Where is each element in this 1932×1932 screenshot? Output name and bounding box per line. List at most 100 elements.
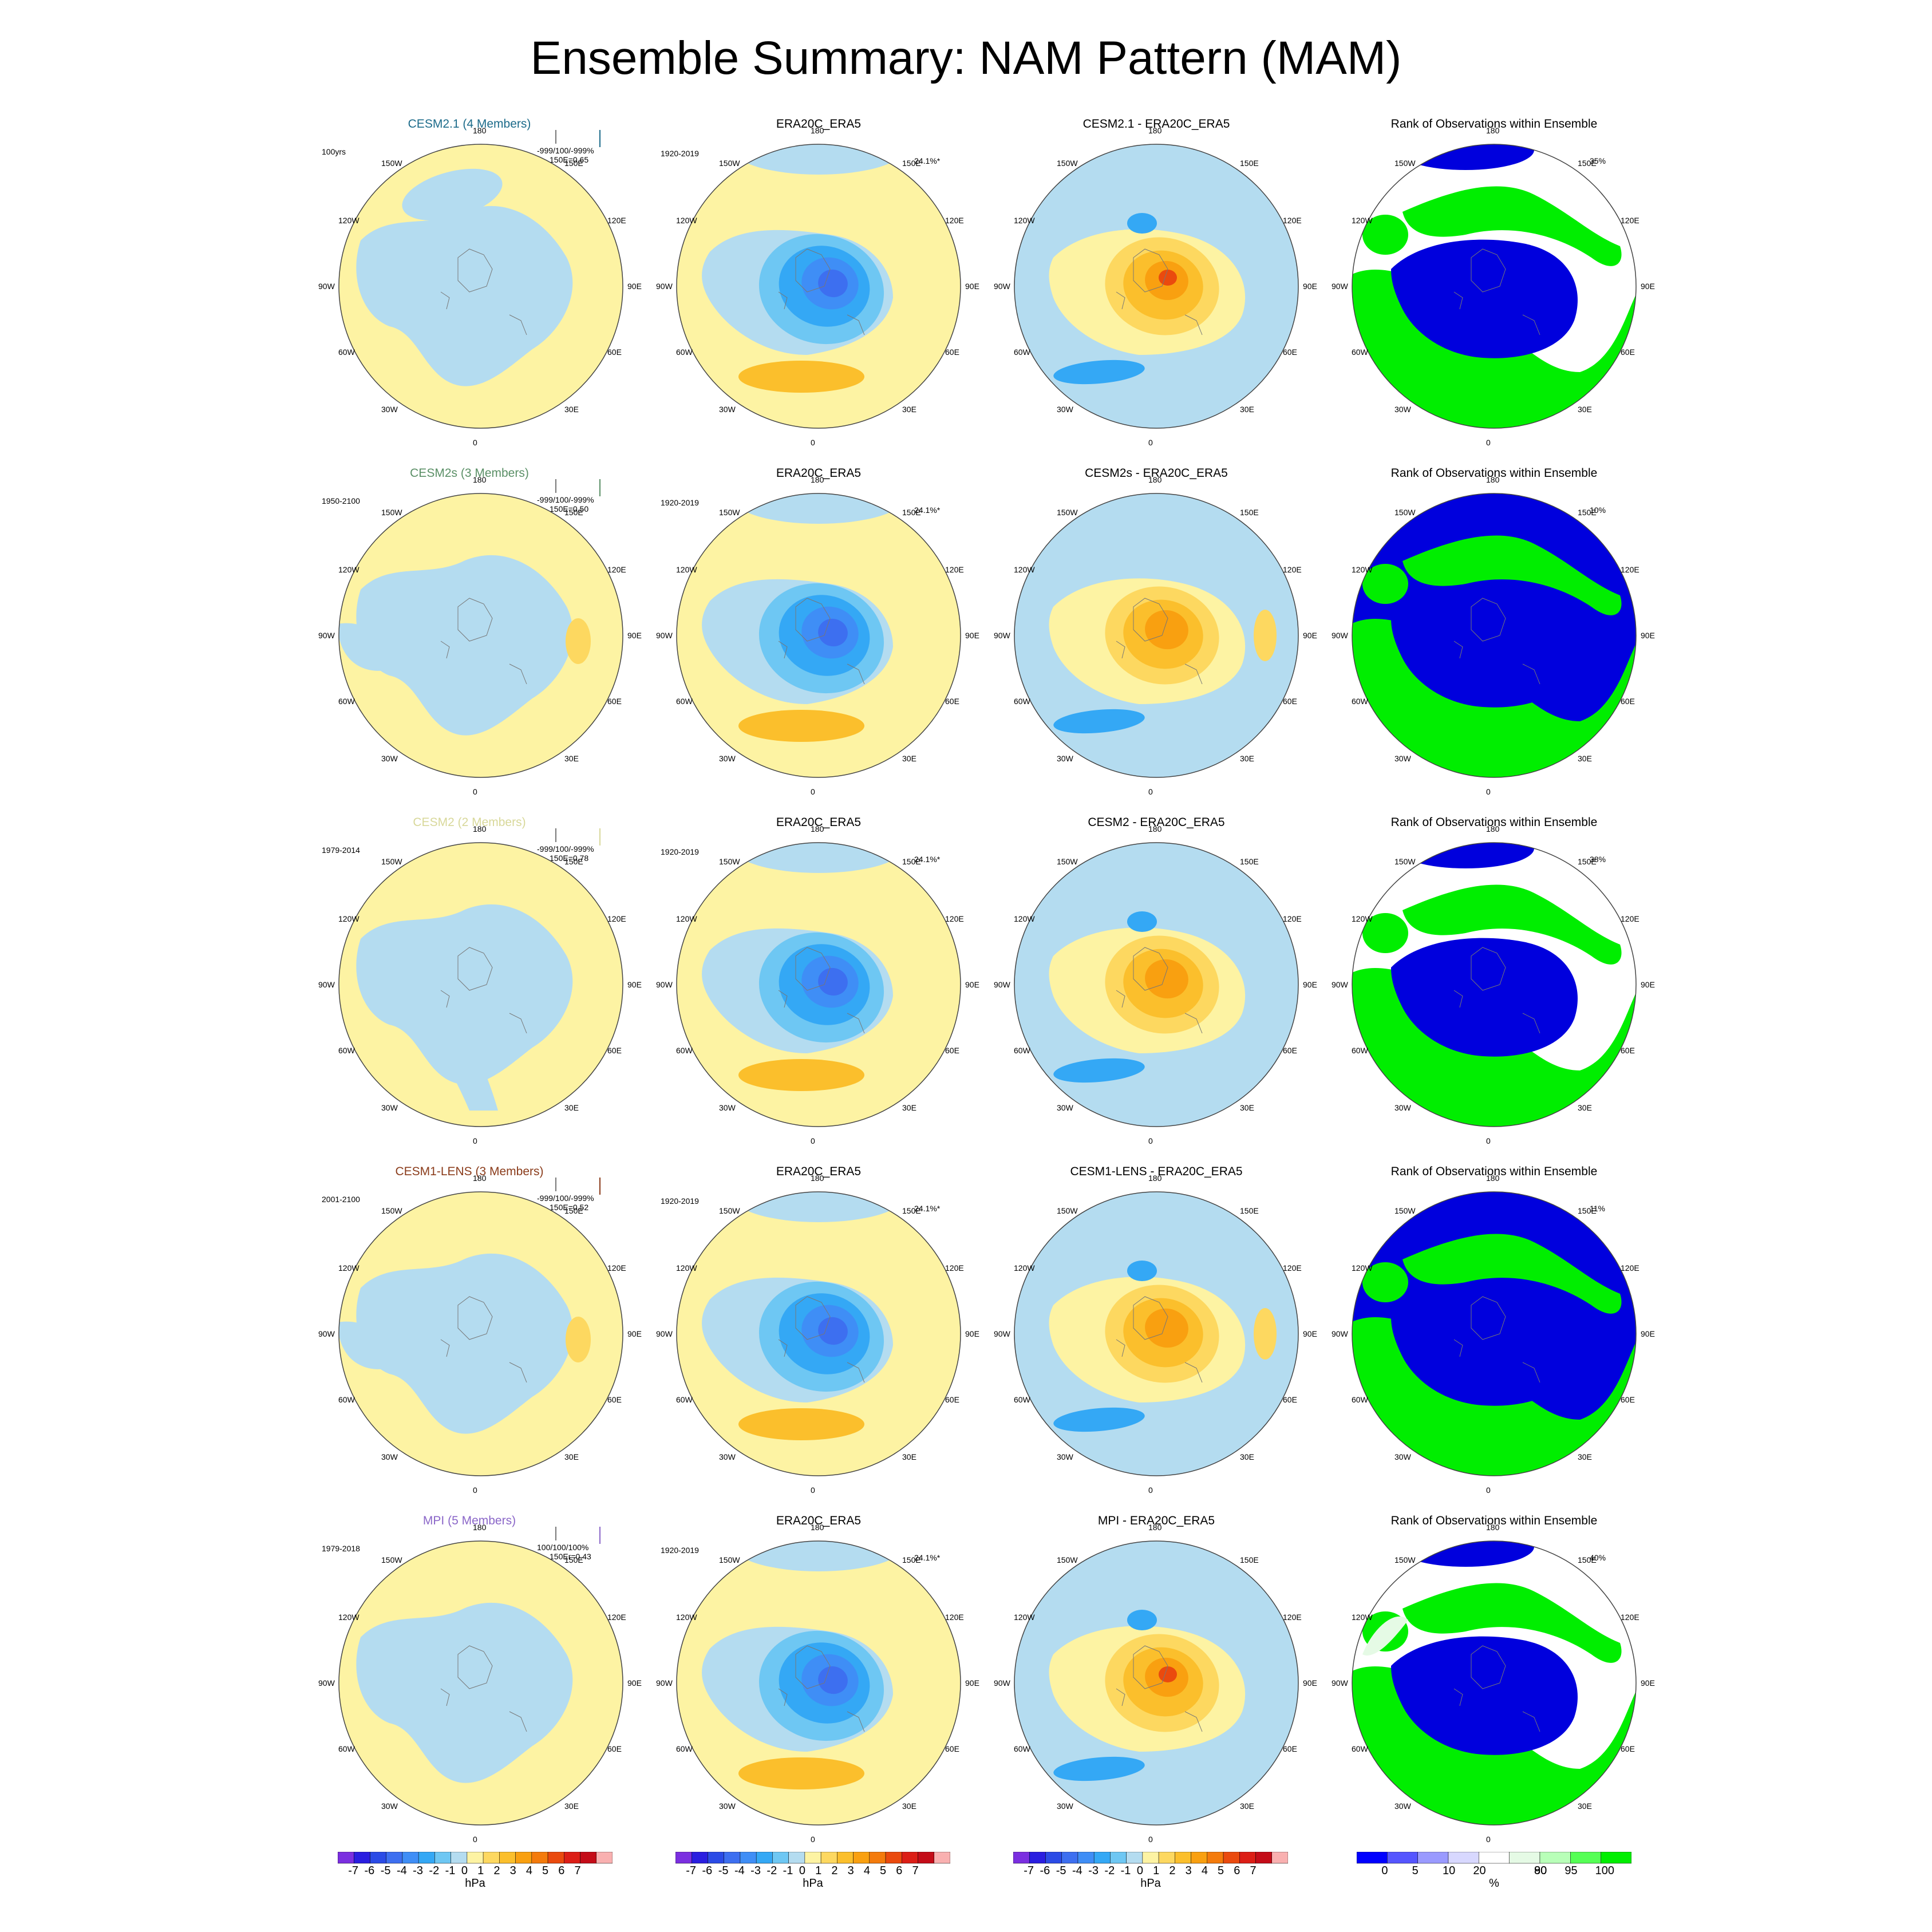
colorbar-tick-label: 10 bbox=[1443, 1864, 1456, 1877]
negative-region bbox=[402, 168, 503, 221]
pattern-stats: -999/100/-999% bbox=[537, 146, 594, 155]
polar-map bbox=[676, 1191, 961, 1476]
longitude-label: 90W bbox=[994, 1329, 1010, 1338]
high-rank-region bbox=[1362, 913, 1408, 953]
longitude-label: 60W bbox=[1014, 347, 1030, 357]
colorbar-tick-label: -1 bbox=[1120, 1864, 1131, 1877]
longitude-label: 60W bbox=[1014, 1395, 1030, 1404]
polar-map bbox=[676, 493, 961, 778]
longitude-label: 90W bbox=[318, 282, 335, 291]
longitude-label: 60W bbox=[676, 1744, 693, 1753]
colorbar-swatch bbox=[820, 1852, 837, 1864]
colorbar-unit: hPa bbox=[465, 1877, 485, 1890]
longitude-label: 180 bbox=[811, 125, 824, 135]
colorbar-swatch bbox=[499, 1852, 516, 1864]
longitude-label: 120W bbox=[676, 914, 697, 923]
coastline bbox=[1453, 598, 1540, 685]
map-boundary bbox=[676, 1540, 961, 1826]
colorbar-swatches bbox=[1357, 1852, 1631, 1864]
colorbar-model: -7 -6 -5 -4 -3 -2 -1 0 1 2 3 4 5 6 7 hPa bbox=[338, 1852, 613, 1892]
bar-marker bbox=[599, 130, 600, 147]
longitude-label: 150E bbox=[1578, 508, 1597, 517]
longitude-label: 90E bbox=[1303, 1678, 1317, 1688]
longitude-label: 150W bbox=[1057, 1206, 1078, 1215]
longitude-label: 0 bbox=[811, 1834, 815, 1844]
longitude-label: 60W bbox=[1352, 1744, 1368, 1753]
longitude-label: 30W bbox=[1057, 1452, 1073, 1461]
longitude-label: 60W bbox=[1352, 347, 1368, 357]
map-boundary bbox=[1352, 493, 1637, 778]
colorbar-tick-label: 0 bbox=[1381, 1864, 1388, 1877]
bar-marker bbox=[599, 479, 600, 496]
colorbar-swatch bbox=[1570, 1852, 1601, 1864]
colorbar-tick-label: 0 bbox=[461, 1864, 468, 1877]
longitude-label: 60E bbox=[1621, 697, 1635, 706]
coastline bbox=[1453, 1645, 1540, 1732]
positive-anomaly bbox=[738, 1059, 864, 1091]
longitude-label: 90W bbox=[656, 1678, 673, 1688]
polar-map bbox=[1352, 1191, 1637, 1476]
longitude-label: 90W bbox=[994, 282, 1010, 291]
longitude-label: 180 bbox=[1486, 1173, 1500, 1183]
difference-title: CESM2 - ERA20C_ERA5 bbox=[1088, 816, 1225, 829]
high-rank-region bbox=[1402, 1583, 1622, 1663]
colorbar-swatch bbox=[1601, 1852, 1631, 1864]
longitude-label: 90W bbox=[1332, 980, 1348, 989]
coastline bbox=[1453, 248, 1540, 335]
colorbar-swatch bbox=[580, 1852, 597, 1864]
colorbar-swatch bbox=[1448, 1852, 1479, 1864]
rank-title: Rank of Observations within Ensemble bbox=[1390, 467, 1598, 480]
longitude-label: 30W bbox=[719, 754, 736, 763]
longitude-label: 90W bbox=[318, 980, 335, 989]
map-panel: ERA20C_ERA5 1920-2019 24.1%* 180 150E 120E 90E… bbox=[656, 1514, 979, 1858]
variance-explained: 24.1%* bbox=[914, 156, 941, 165]
period-label: 1950-2100 bbox=[322, 496, 360, 505]
colorbar-swatch bbox=[418, 1852, 435, 1864]
map-panel: CESM1-LENS - ERA20C_ERA5 180 150E 120E 90E 60… bbox=[994, 1165, 1317, 1508]
longitude-label: 60E bbox=[1283, 1395, 1297, 1404]
bar-marker bbox=[599, 828, 600, 846]
colorbar-swatch bbox=[724, 1852, 741, 1864]
longitude-label: 90W bbox=[318, 1329, 335, 1338]
longitude-label: 90E bbox=[1303, 282, 1317, 291]
longitude-label: 90E bbox=[1641, 631, 1655, 640]
longitude-label: 60W bbox=[338, 1744, 355, 1753]
longitude-label: 60W bbox=[676, 697, 693, 706]
longitude-label: 180 bbox=[1486, 1522, 1500, 1532]
colorbar-tick-label: 5 bbox=[542, 1864, 549, 1877]
longitude-label: 120E bbox=[607, 1613, 626, 1622]
polar-map bbox=[338, 1191, 623, 1476]
colorbar-tick-label: 2 bbox=[1169, 1864, 1176, 1877]
rank-percent: 38% bbox=[1590, 855, 1606, 864]
longitude-label: 60W bbox=[1014, 697, 1030, 706]
coastline bbox=[1116, 598, 1203, 685]
positive-anomaly bbox=[566, 1317, 591, 1362]
colorbar-swatch bbox=[1271, 1852, 1288, 1864]
longitude-label: 150W bbox=[1394, 857, 1416, 866]
map-panel: Rank of Observations within Ensemble 35% 1… bbox=[1332, 117, 1655, 461]
longitude-label: 60W bbox=[1352, 1395, 1368, 1404]
polar-map bbox=[1014, 144, 1299, 429]
map-boundary bbox=[676, 1191, 961, 1476]
longitude-label: 150W bbox=[719, 1555, 740, 1564]
negative-anomaly bbox=[1127, 911, 1157, 932]
colorbar-tick-label: -2 bbox=[1104, 1864, 1115, 1877]
longitude-label: 150E bbox=[1578, 857, 1597, 866]
polar-map bbox=[1352, 842, 1637, 1127]
colorbar-tick-label: 2 bbox=[831, 1864, 838, 1877]
longitude-label: 90W bbox=[994, 1678, 1010, 1688]
longitude-label: 60W bbox=[676, 1395, 693, 1404]
colorbar-observation: -7 -6 -5 -4 -3 -2 -1 0 1 2 3 4 5 6 7 hPa bbox=[675, 1852, 950, 1892]
longitude-label: 120W bbox=[676, 565, 697, 574]
map-panel: CESM2s (3 Members) 1950-2100 -999/100/-999… bbox=[318, 467, 642, 810]
longitude-label: 30E bbox=[564, 1801, 579, 1811]
longitude-label: 150E bbox=[902, 508, 921, 517]
negative-region bbox=[372, 1637, 570, 1725]
longitude-label: 180 bbox=[1148, 125, 1162, 135]
colorbar-swatch bbox=[483, 1852, 500, 1864]
colorbar-tick-label: 5 bbox=[1218, 1864, 1224, 1877]
longitude-label: 0 bbox=[1148, 787, 1153, 796]
colorbar-swatch bbox=[1417, 1852, 1449, 1864]
bar-marker bbox=[599, 1527, 600, 1544]
longitude-label: 0 bbox=[1486, 1485, 1491, 1495]
